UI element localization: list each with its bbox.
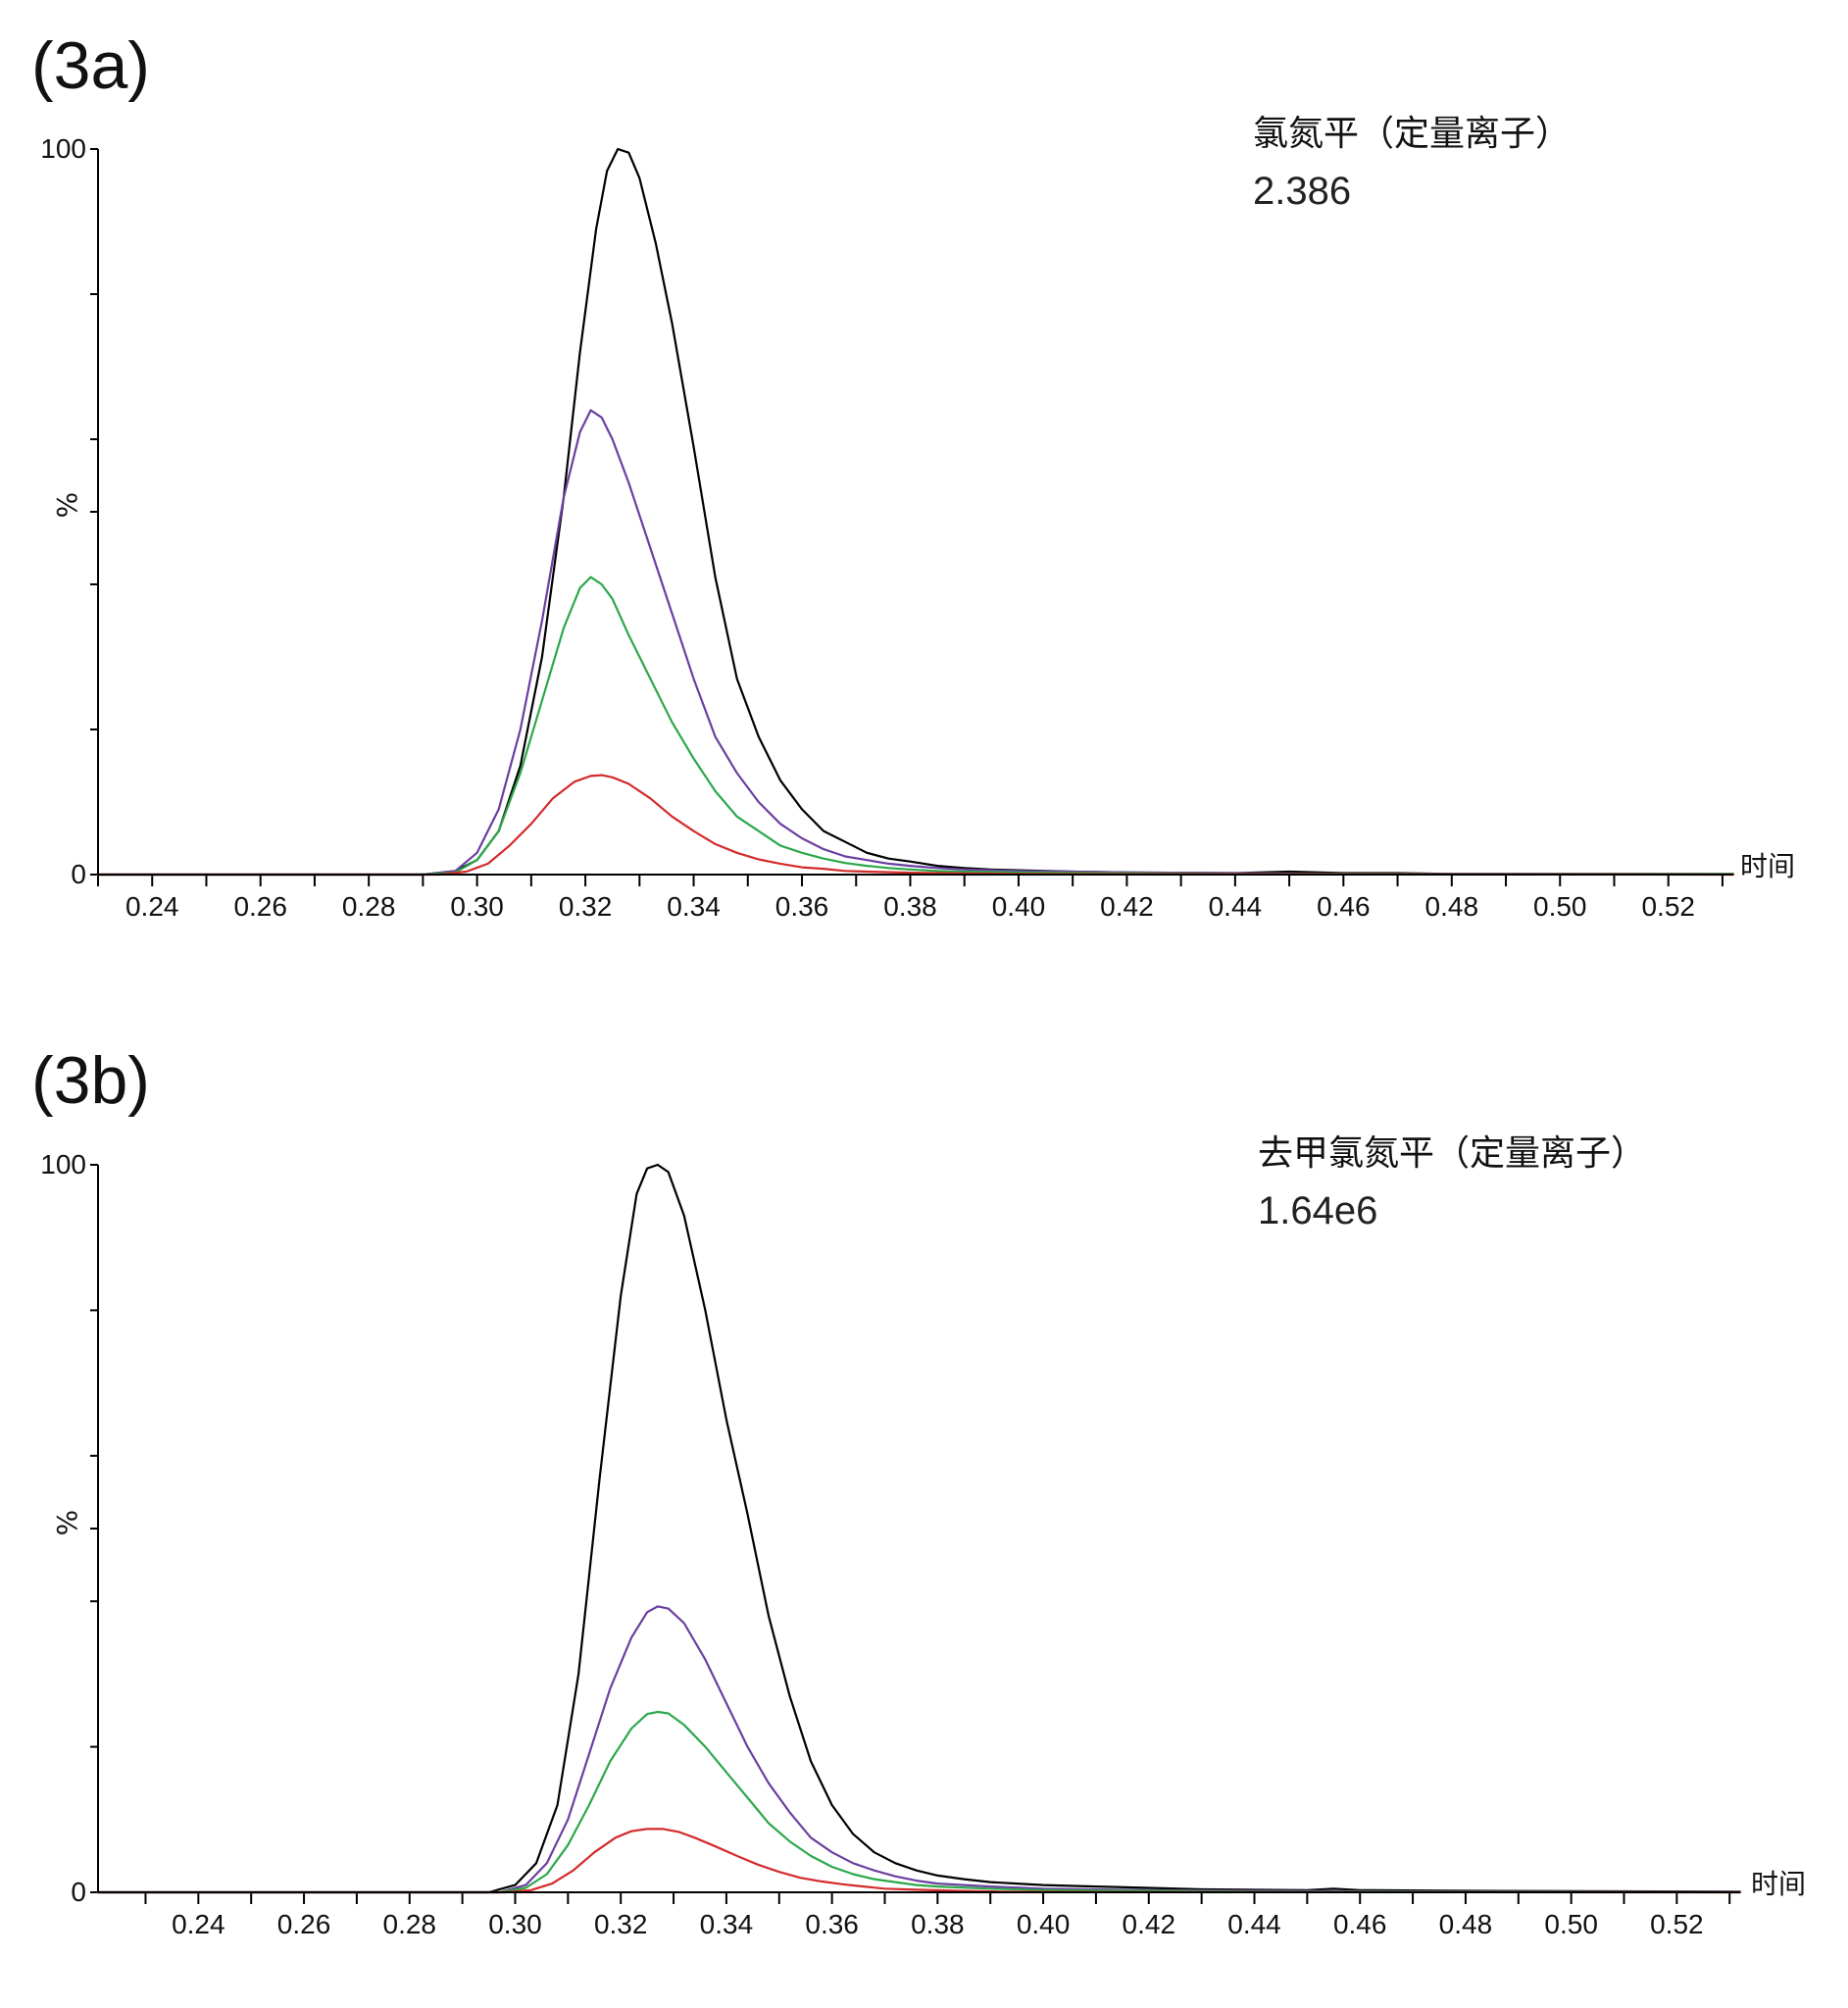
y-axis-label-3b: % xyxy=(51,1510,83,1536)
x-tick-label: 0.30 xyxy=(488,1909,542,1939)
y-tick-label: 100 xyxy=(40,1149,86,1180)
series-line-3 xyxy=(96,1710,1742,1894)
annotation-value-3a: 2.386 xyxy=(1253,170,1351,213)
y-tick-label: 0 xyxy=(71,859,86,889)
series-line-3 xyxy=(96,576,1735,877)
chart-panel-3b: (3b) 去甲氯氮平（定量离子） 1.64e6 % 时间 0 100 0.24 0.2… xyxy=(31,1043,1806,1939)
annotation-compound-3b: 去甲氯氮平（定量离子） xyxy=(1258,1133,1646,1174)
x-tick-label: 0.24 xyxy=(172,1909,225,1939)
x-tick-label: 0.32 xyxy=(559,891,613,922)
series-line-1 xyxy=(96,1163,1742,1894)
panel-label-3a: (3a) xyxy=(31,28,150,103)
x-tick-label: 0.42 xyxy=(1100,891,1154,922)
y-tick-label: 100 xyxy=(40,133,86,164)
x-tick-label: 0.26 xyxy=(233,891,287,922)
x-tick-label: 0.52 xyxy=(1641,891,1695,922)
x-tick-label: 0.38 xyxy=(883,891,937,922)
x-tick-label: 0.24 xyxy=(125,891,179,922)
series-group-3b xyxy=(96,1163,1742,1894)
axis-ticks-3a: 0 100 0.24 0.26 0.28 0.30 0.32 0.34 0.36 0.38 0.40… xyxy=(40,133,1723,922)
annotation-compound-3a: 氯氮平（定量离子） xyxy=(1253,114,1571,154)
x-tick-label: 0.50 xyxy=(1544,1909,1598,1939)
x-tick-label: 0.30 xyxy=(450,891,504,922)
x-tick-label: 0.40 xyxy=(992,891,1046,922)
series-line-4 xyxy=(96,1828,1742,1894)
x-tick-label: 0.44 xyxy=(1209,891,1263,922)
annotation-value-3b: 1.64e6 xyxy=(1258,1189,1377,1232)
x-axis-label-3b: 时间 xyxy=(1751,1868,1806,1900)
x-tick-label: 0.46 xyxy=(1333,1909,1387,1939)
x-tick-label: 0.38 xyxy=(911,1909,965,1939)
x-tick-label: 0.40 xyxy=(1017,1909,1071,1939)
series-line-4 xyxy=(96,774,1735,877)
x-tick-label: 0.48 xyxy=(1439,1909,1493,1939)
axis-ticks-3b: 0 100 0.24 0.26 0.28 0.30 0.32 0.34 0.36 0.38 0.40… xyxy=(40,1149,1731,1939)
x-tick-label: 0.34 xyxy=(667,891,721,922)
x-tick-label: 0.34 xyxy=(700,1909,754,1939)
x-tick-label: 0.50 xyxy=(1533,891,1587,922)
x-tick-label: 0.36 xyxy=(805,1909,859,1939)
chart-panel-3a: (3a) 氯氮平（定量离子） 2.386 % 时间 0 100 0.24 0.26 0.… xyxy=(31,28,1795,922)
x-tick-label: 0.26 xyxy=(277,1909,331,1939)
axes-3b xyxy=(97,1165,1740,1893)
x-tick-label: 0.28 xyxy=(383,1909,437,1939)
series-group-3a xyxy=(96,147,1735,877)
y-axis-label-3a: % xyxy=(51,492,83,519)
x-axis-label-3a: 时间 xyxy=(1740,850,1795,882)
x-tick-label: 0.46 xyxy=(1317,891,1371,922)
x-tick-label: 0.52 xyxy=(1650,1909,1704,1939)
axes-3a xyxy=(97,149,1733,876)
series-line-2 xyxy=(96,409,1735,877)
x-tick-label: 0.44 xyxy=(1227,1909,1281,1939)
panel-label-3b: (3b) xyxy=(31,1043,150,1118)
x-tick-label: 0.42 xyxy=(1123,1909,1176,1939)
x-tick-label: 0.48 xyxy=(1425,891,1479,922)
x-tick-label: 0.36 xyxy=(775,891,829,922)
series-line-2 xyxy=(96,1605,1742,1894)
y-tick-label: 0 xyxy=(71,1877,86,1907)
x-tick-label: 0.32 xyxy=(594,1909,648,1939)
x-tick-label: 0.28 xyxy=(342,891,396,922)
